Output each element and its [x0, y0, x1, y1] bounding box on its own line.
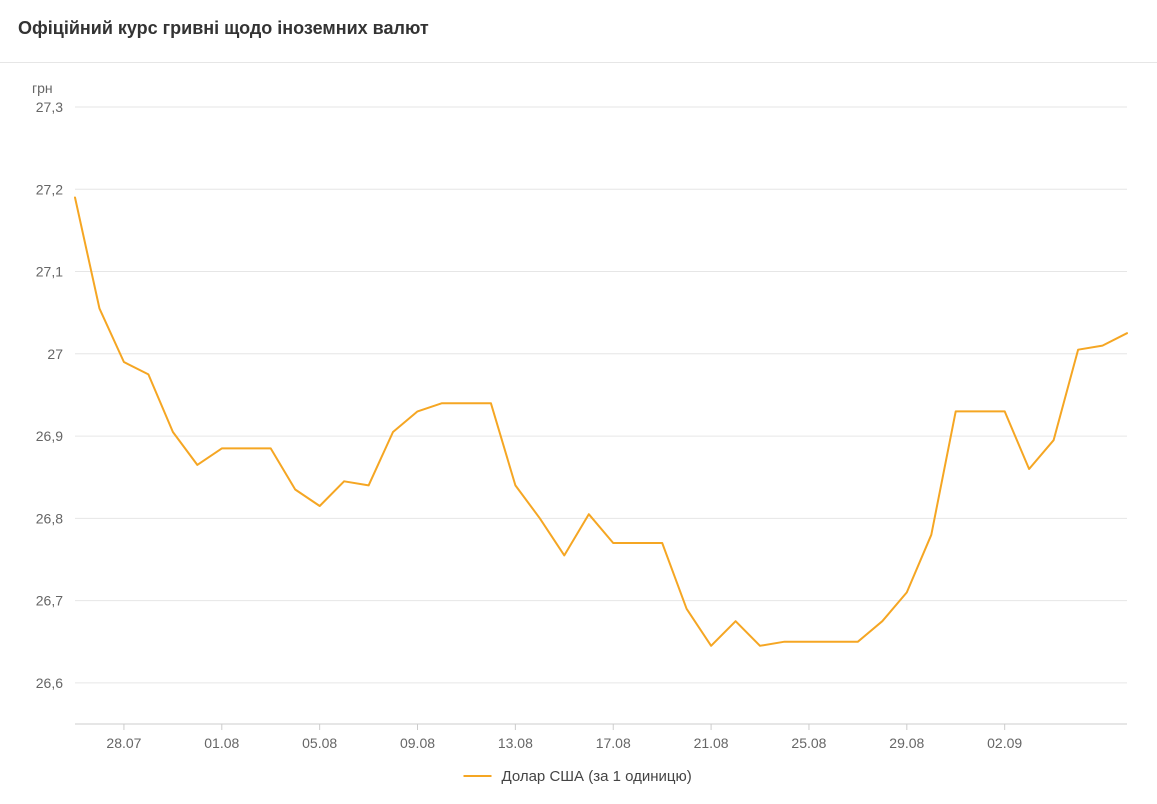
x-tick-label: 05.08: [302, 735, 337, 751]
chart-area: грн 26,6 26,7 26,8 26,9 27 27,1 27,2 27,3 28.07 01…: [0, 62, 1157, 804]
y-tick-label: 27,2: [36, 181, 63, 197]
chart-title: Офіційний курс гривні щодо іноземних вал…: [0, 0, 1157, 39]
x-tick-label: 28.07: [106, 735, 141, 751]
y-tick-label: 26,8: [36, 510, 63, 526]
y-tick-label: 27: [47, 346, 63, 362]
x-tick-label: 17.08: [596, 735, 631, 751]
series-line-usd: [75, 198, 1127, 646]
chart-container: Офіційний курс гривні щодо іноземних вал…: [0, 0, 1157, 804]
y-tick-label: 26,6: [36, 675, 63, 691]
x-tick-label: 02.09: [987, 735, 1022, 751]
x-tick-label: 01.08: [204, 735, 239, 751]
y-tick-label: 27,3: [36, 99, 63, 115]
y-tick-label: 27,1: [36, 264, 63, 280]
x-tick-label: 21.08: [694, 735, 729, 751]
y-tick-label: 26,7: [36, 593, 63, 609]
legend: Долар США (за 1 одиницю): [464, 768, 692, 785]
x-tick-label: 29.08: [889, 735, 924, 751]
x-tick-label: 25.08: [791, 735, 826, 751]
x-tick-label: 13.08: [498, 735, 533, 751]
y-tick-label: 26,9: [36, 428, 63, 444]
x-tick-label: 09.08: [400, 735, 435, 751]
line-chart-svg: грн 26,6 26,7 26,8 26,9 27 27,1 27,2 27,3 28.07 01…: [0, 62, 1157, 804]
y-axis-label: грн: [32, 80, 53, 96]
legend-label: Долар США (за 1 одиницю): [502, 768, 692, 785]
